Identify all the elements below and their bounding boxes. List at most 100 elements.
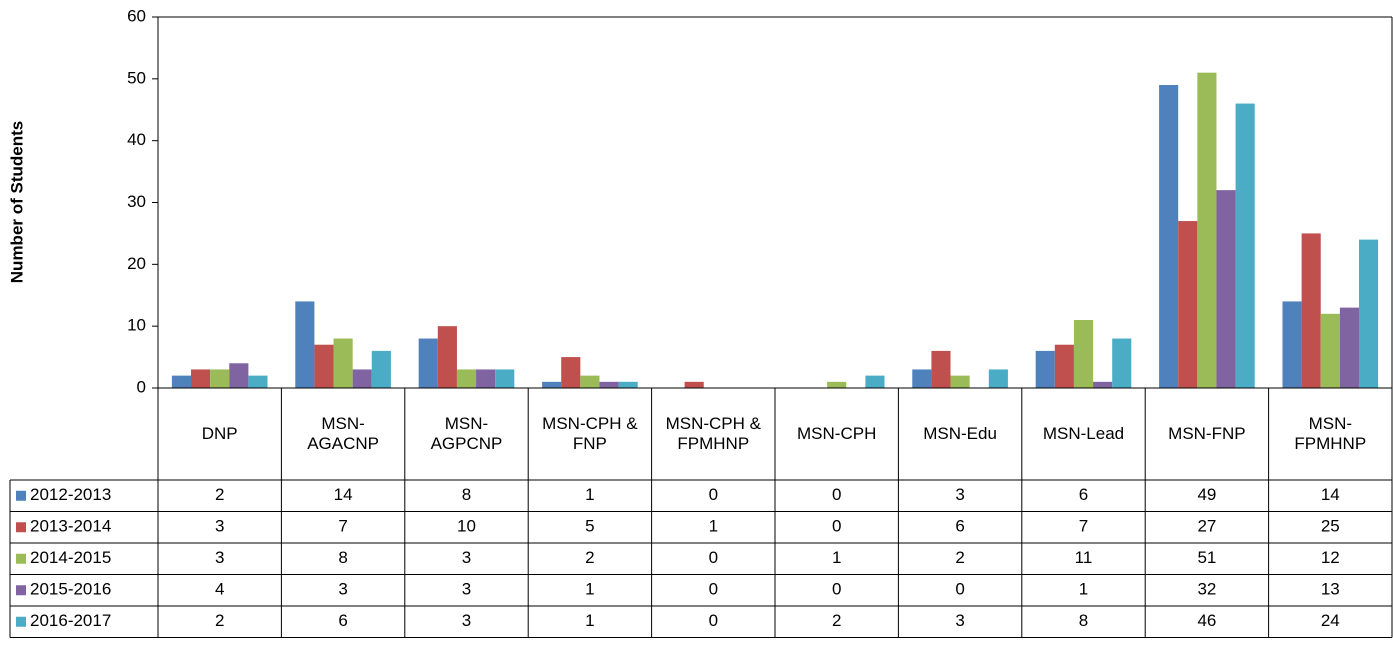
bar — [912, 369, 932, 388]
legend-key — [16, 522, 26, 533]
table-value: 0 — [955, 580, 964, 599]
table-value: 1 — [1079, 580, 1088, 599]
category-label: MSN-FNP — [1168, 424, 1246, 443]
table-value: 1 — [709, 517, 718, 536]
legend-label: 2015-2016 — [30, 580, 111, 599]
table-value: 4 — [215, 580, 224, 599]
category-label: MSN-FPMHNP — [1294, 414, 1367, 453]
table-value: 11 — [1075, 548, 1093, 567]
legend-label: 2014-2015 — [30, 548, 111, 567]
legend-key — [16, 490, 26, 501]
category-label: MSN-AGACNP — [307, 414, 379, 453]
bar — [1235, 103, 1255, 389]
category-label: MSN-CPH — [797, 424, 877, 443]
y-axis-label: Number of Students — [7, 121, 26, 283]
table-value: 2 — [215, 611, 224, 630]
bar — [1339, 307, 1359, 388]
category-label: DNP — [201, 424, 238, 443]
table-value: 2 — [585, 548, 594, 567]
y-tick-label: 10 — [127, 316, 146, 335]
table-value: 0 — [832, 580, 841, 599]
legend-label: 2016-2017 — [30, 611, 111, 630]
y-tick-label: 30 — [127, 192, 146, 211]
category-label: MSN-CPH & FPMHNP — [665, 414, 761, 453]
bar — [580, 375, 600, 388]
table-value: 3 — [955, 611, 964, 630]
table-value: 25 — [1321, 517, 1340, 536]
bar — [599, 381, 619, 388]
bar — [333, 338, 353, 388]
bar — [1073, 319, 1094, 388]
table-value: 7 — [1079, 517, 1088, 536]
table-value: 49 — [1197, 485, 1216, 504]
category-label: MSN-CPH & FNP — [542, 414, 638, 453]
table-value: 14 — [1321, 485, 1340, 504]
table-value: 51 — [1197, 548, 1216, 567]
bar — [988, 369, 1008, 388]
bar — [210, 369, 230, 388]
table-value: 2 — [215, 485, 224, 504]
bar — [1197, 72, 1217, 389]
legend-label: 2013-2014 — [30, 517, 111, 536]
table-value: 12 — [1321, 548, 1340, 567]
bar — [171, 375, 192, 388]
bar — [865, 375, 885, 388]
bar — [229, 363, 249, 388]
bar — [1358, 239, 1379, 388]
bar — [542, 381, 562, 388]
table-value: 6 — [955, 517, 964, 536]
table-value: 3 — [955, 485, 964, 504]
table-value: 46 — [1197, 611, 1216, 630]
bar — [684, 381, 704, 388]
bar — [1216, 190, 1236, 388]
table-value: 3 — [215, 517, 224, 536]
bar — [1054, 344, 1074, 388]
table-value: 0 — [709, 548, 718, 567]
category-label: MSN-AGPCNP — [430, 414, 503, 453]
table-value: 8 — [338, 548, 347, 567]
y-tick-label: 50 — [127, 68, 146, 87]
legend-key — [16, 616, 26, 627]
bar — [1159, 85, 1179, 389]
y-tick-label: 20 — [127, 254, 146, 273]
bar — [476, 369, 496, 388]
table-value: 8 — [1079, 611, 1088, 630]
table-value: 1 — [585, 611, 594, 630]
table-value: 0 — [709, 611, 718, 630]
table-value: 3 — [215, 548, 224, 567]
table-value: 0 — [832, 517, 841, 536]
bar — [191, 369, 211, 388]
bar — [456, 369, 477, 388]
table-value: 27 — [1197, 517, 1216, 536]
category-label: MSN-Edu — [923, 424, 997, 443]
bar — [1320, 313, 1340, 388]
bar — [371, 350, 391, 388]
table-value: 5 — [585, 517, 594, 536]
bar — [950, 375, 970, 388]
bar — [352, 369, 372, 388]
bar — [495, 369, 515, 388]
bar — [561, 357, 581, 388]
table-value: 7 — [338, 517, 347, 536]
category-label: MSN-Lead — [1042, 424, 1125, 443]
bar — [295, 301, 315, 388]
legend-key — [16, 585, 26, 596]
table-value: 3 — [462, 611, 471, 630]
table-value: 32 — [1197, 580, 1216, 599]
table-value: 0 — [709, 580, 718, 599]
y-tick-label: 60 — [127, 6, 146, 25]
bar — [618, 381, 638, 388]
table-value: 6 — [1079, 485, 1088, 504]
table-value: 1 — [585, 485, 594, 504]
table-value: 1 — [585, 580, 594, 599]
table-value: 13 — [1321, 580, 1340, 599]
bar — [1035, 350, 1055, 388]
table-value: 2 — [955, 548, 964, 567]
bar — [418, 338, 438, 388]
bar — [1301, 233, 1321, 388]
table-value: 14 — [334, 485, 353, 504]
bar — [1282, 301, 1302, 388]
table-value: 2 — [832, 611, 841, 630]
